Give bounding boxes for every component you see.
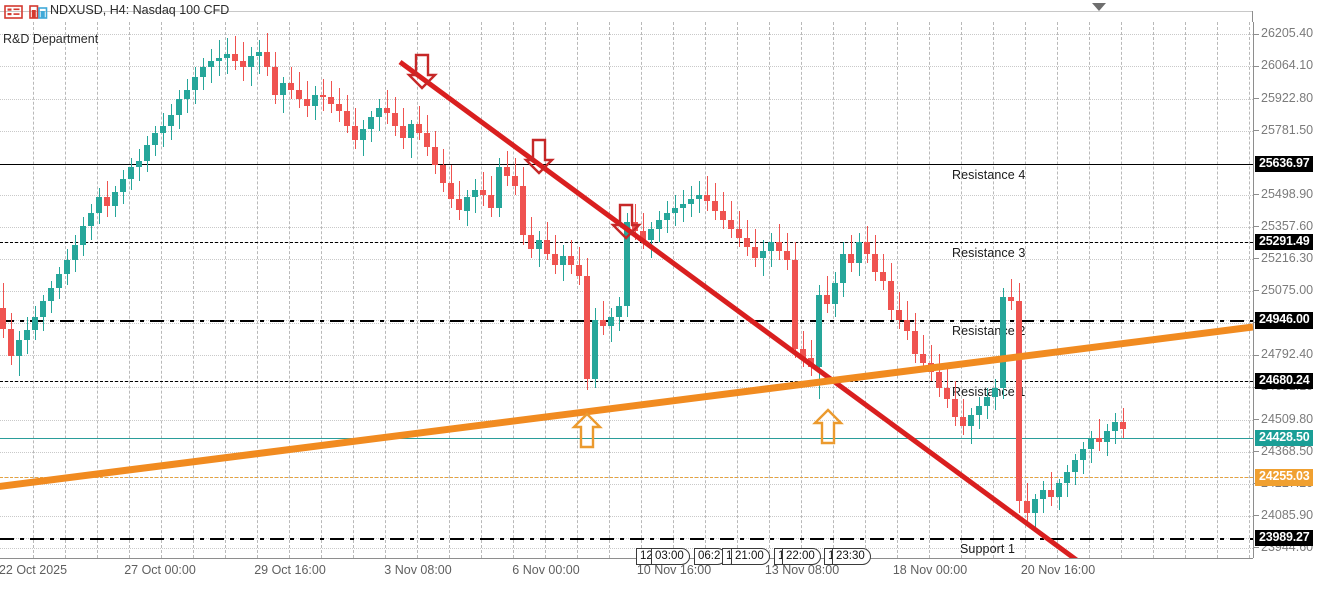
grid-line-vertical (1153, 22, 1154, 558)
grid-line-vertical (1089, 22, 1090, 558)
price-badge[interactable]: 25636.97 (1255, 155, 1313, 172)
time-tick-label: 22 Oct 2025 (0, 563, 68, 577)
grid-line-vertical (161, 22, 162, 558)
top-frame (0, 11, 1253, 22)
grid-line-vertical (1249, 22, 1250, 558)
time-tick-label: 29 Oct 16:00 (254, 563, 326, 577)
grid-line-vertical (353, 22, 354, 558)
grid-line-horizontal (0, 34, 1253, 36)
top-divider (0, 11, 1253, 12)
grid-line-vertical (1185, 22, 1186, 558)
price-tick-label: 24085.90 (1254, 509, 1313, 522)
price-badge[interactable]: 24680.24 (1255, 372, 1313, 390)
chart-header: NDXUSD, H4: Nasdaq 100 CFD (0, 0, 1322, 22)
time-tick-label: 20 Nov 16:00 (1020, 563, 1096, 577)
price-badge[interactable]: 23989.27 (1255, 529, 1313, 547)
price-tick-label: 26205.40 (1254, 27, 1313, 40)
grid-line-vertical (129, 22, 130, 558)
price-tick-label: 25075.00 (1254, 284, 1313, 297)
department-label: R&D Department (3, 32, 99, 46)
price-tick-label: 24509.80 (1254, 412, 1313, 426)
time-tick-label: 13 Nov 08:00 (764, 563, 840, 577)
grid-line-vertical (33, 22, 34, 558)
price-tick-label: 25781.50 (1254, 124, 1313, 137)
time-pill-label: 22:00 (782, 548, 821, 565)
time-pill-label: 23:30 (832, 548, 871, 565)
time-pill-label: 21:00 (731, 548, 770, 565)
symbol-title: NDXUSD, H4: Nasdaq 100 CFD (50, 3, 230, 17)
time-tick-label: 27 Oct 00:00 (124, 563, 196, 577)
price-badge[interactable]: 25291.49 (1255, 233, 1313, 251)
time-pill-label: 03:00 (651, 548, 690, 565)
price-badge[interactable]: 24946.00 (1255, 312, 1313, 329)
price-tick-label: 26064.10 (1254, 59, 1313, 72)
price-tick-label: 25357.60 (1254, 220, 1313, 233)
candlestick-series (0, 22, 1253, 558)
price-tick-label: 25216.30 (1254, 252, 1313, 265)
grid-line-vertical (1217, 22, 1218, 558)
top-marker-triangle (1092, 3, 1106, 11)
price-tick-label: 25498.90 (1254, 188, 1313, 201)
price-tick-label: 25922.80 (1254, 92, 1313, 105)
grid-line-vertical (225, 22, 226, 558)
grid-line-vertical (289, 22, 290, 558)
time-tick-label: 10 Nov 16:00 (636, 563, 712, 577)
price-badge[interactable]: 24428.50 (1255, 429, 1313, 447)
grid-line-vertical (321, 22, 322, 558)
grid-line-vertical (65, 22, 66, 558)
time-tick-label: 18 Nov 00:00 (892, 563, 968, 577)
time-tick-label: 6 Nov 00:00 (512, 563, 580, 577)
grid-line-vertical (257, 22, 258, 558)
price-tick-label: 24368.50 (1254, 445, 1313, 458)
time-axis-corner (1253, 558, 1322, 597)
grid-line-vertical (385, 22, 386, 558)
price-axis[interactable]: 26205.40 26064.10 25922.80 25781.50 25636.97… (1253, 22, 1322, 558)
chart-plot-area[interactable]: Resistance 4 Resistance 3 Resistance 2 Resi… (0, 22, 1253, 558)
price-badge[interactable]: 24255.03 (1255, 469, 1313, 486)
time-tick-label: 3 Nov 08:00 (384, 563, 452, 577)
grid-line-vertical (97, 22, 98, 558)
list-view-icon[interactable] (4, 5, 23, 19)
chart-view-icon[interactable] (29, 5, 48, 19)
price-tick-label: 24792.40 (1254, 348, 1313, 361)
time-axis[interactable]: 22 Oct 2025 27 Oct 00:00 29 Oct 16:00 3 Nov… (0, 558, 1253, 597)
grid-line-vertical (193, 22, 194, 558)
grid-line-vertical (1121, 22, 1122, 558)
